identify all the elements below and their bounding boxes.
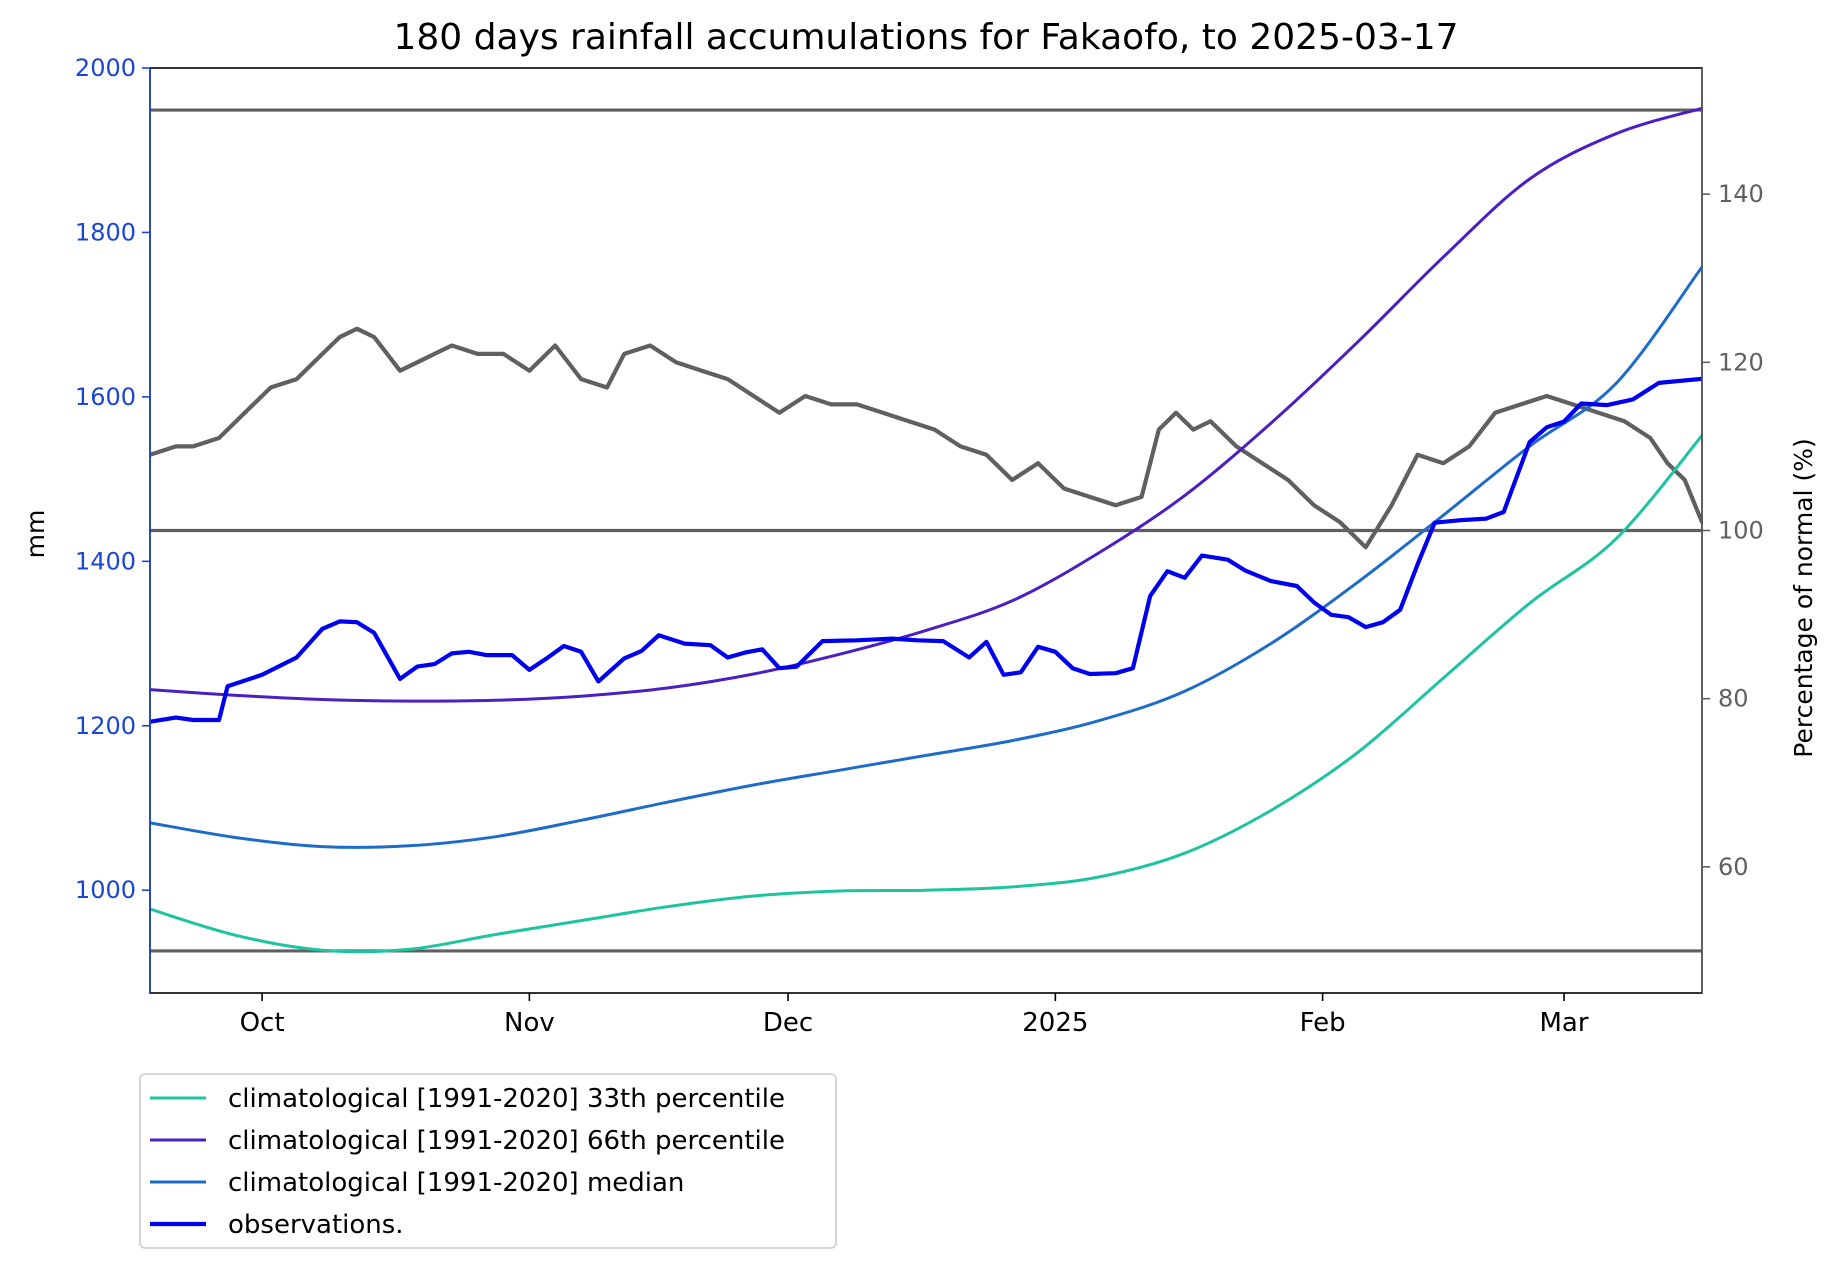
legend-label-median: climatological [1991-2020] median xyxy=(228,1168,684,1198)
legend-label-p66: climatological [1991-2020] 66th percenti… xyxy=(228,1126,785,1156)
plot-area xyxy=(150,106,1702,954)
legend-label-p33: climatological [1991-2020] 33th percenti… xyxy=(228,1084,785,1114)
x-tick-label: Mar xyxy=(1540,1008,1589,1038)
x-tick-label: Feb xyxy=(1300,1008,1346,1038)
x-tick-label: Dec xyxy=(763,1008,813,1038)
right-tick-label: 120 xyxy=(1718,348,1764,376)
series-line-percent xyxy=(150,326,1702,550)
right-tick-label: 80 xyxy=(1718,685,1749,713)
left-tick-label: 1000 xyxy=(75,876,136,904)
legend: climatological [1991-2020] 33th percenti… xyxy=(139,1073,837,1249)
x-tick-label: 2025 xyxy=(1022,1008,1088,1038)
x-tick-label: Nov xyxy=(504,1008,555,1038)
legend-box xyxy=(139,1073,837,1249)
series-line-observations xyxy=(150,376,1702,724)
left-tick-label: 2000 xyxy=(75,54,136,82)
series-line-p33 xyxy=(150,434,1702,954)
legend-label-observations: observations. xyxy=(228,1210,404,1240)
left-axis-label: mm xyxy=(21,510,50,559)
right-tick-label: 100 xyxy=(1718,517,1764,545)
x-tick-label: Oct xyxy=(240,1008,285,1038)
left-tick-label: 1600 xyxy=(75,383,136,411)
left-tick-label: 1400 xyxy=(75,547,136,575)
right-axis-label: Percentage of normal (%) xyxy=(1789,438,1818,757)
right-tick-label: 60 xyxy=(1718,853,1749,881)
series-line-median xyxy=(150,265,1702,849)
plot-series-group xyxy=(150,106,1702,954)
series-line-p66 xyxy=(150,106,1702,703)
chart-title: 180 days rainfall accumulations for Faka… xyxy=(393,17,1458,58)
left-tick-label: 1800 xyxy=(75,218,136,246)
right-tick-label: 140 xyxy=(1718,180,1764,208)
axes: 1000 1200 1400 1600 1800 2000 60 80 100 120 140 Oct… xyxy=(75,54,1764,1038)
left-tick-label: 1200 xyxy=(75,712,136,740)
